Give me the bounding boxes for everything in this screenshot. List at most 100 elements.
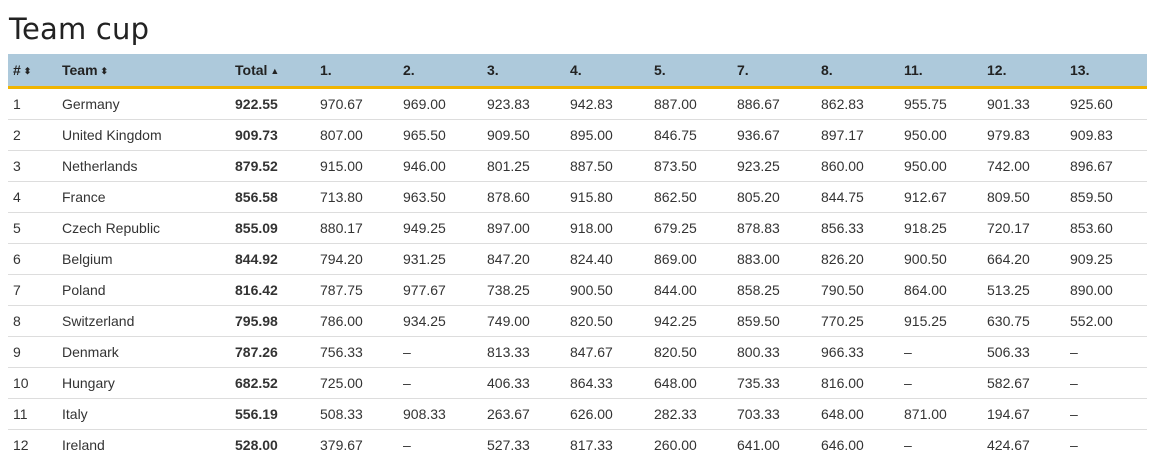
round-score-cell: 735.33 <box>732 367 816 399</box>
round-score-cell: 853.60 <box>1065 212 1147 244</box>
total-cell: 682.52 <box>230 367 315 399</box>
round-score-cell: 918.25 <box>899 212 982 244</box>
table-row: 11 Italy 556.19 508.33 908.33 263.67 626.00 282… <box>8 398 1147 430</box>
round-score-cell: 909.50 <box>482 119 565 151</box>
round-score-cell: 931.25 <box>398 243 482 275</box>
round-score-cell: 977.67 <box>398 274 482 306</box>
round-score-cell: 801.25 <box>482 150 565 182</box>
round-score-cell: 915.00 <box>315 150 398 182</box>
round-score-cell: 582.67 <box>982 367 1065 399</box>
round-score-cell: 263.67 <box>482 398 565 430</box>
round-score-cell: 807.00 <box>315 119 398 151</box>
round-score-cell: 858.25 <box>732 274 816 306</box>
round-score-cell: 805.20 <box>732 181 816 213</box>
sort-ascending-icon[interactable]: ▲ <box>270 66 280 76</box>
round-score-cell: 946.00 <box>398 150 482 182</box>
total-cell: 556.19 <box>230 398 315 430</box>
round-score-cell: 756.33 <box>315 336 398 368</box>
sort-icon[interactable]: ⬍ <box>100 66 109 76</box>
column-header-round: 7. <box>732 54 816 89</box>
round-score-cell: 955.75 <box>899 87 982 120</box>
column-header-round: 8. <box>816 54 899 89</box>
round-score-cell: – <box>1065 367 1147 399</box>
round-score-cell: 949.25 <box>398 212 482 244</box>
table-row: 6 Belgium 844.92 794.20 931.25 847.20 824.40 86… <box>8 243 1147 275</box>
rank-cell: 8 <box>8 305 57 337</box>
rank-cell: 9 <box>8 336 57 368</box>
round-score-cell: 820.50 <box>565 305 649 337</box>
column-header-rank[interactable]: # ⬍ <box>8 54 57 89</box>
team-name-cell: Hungary <box>57 367 230 399</box>
team-name-cell: Italy <box>57 398 230 430</box>
header-row: # ⬍ Team ⬍ Total ▲ 1. 2. 3. 4. 5. 7. 8. 11. 12. 13. <box>8 54 1147 89</box>
round-score-cell: 887.50 <box>565 150 649 182</box>
team-name-cell: Denmark <box>57 336 230 368</box>
round-score-cell: 979.83 <box>982 119 1065 151</box>
round-score-cell: 862.50 <box>649 181 732 213</box>
total-cell: 909.73 <box>230 119 315 151</box>
rank-cell: 2 <box>8 119 57 151</box>
round-score-cell: 918.00 <box>565 212 649 244</box>
round-score-cell: 713.80 <box>315 181 398 213</box>
round-score-cell: 738.25 <box>482 274 565 306</box>
table-row: 12 Ireland 528.00 379.67 – 527.33 817.33 260.00… <box>8 430 1147 461</box>
round-score-cell: 950.00 <box>899 150 982 182</box>
round-score-cell: 648.00 <box>816 398 899 430</box>
total-cell: 856.58 <box>230 181 315 213</box>
table-row: 2 United Kingdom 909.73 807.00 965.50 909.50 8… <box>8 119 1147 151</box>
round-score-cell: 552.00 <box>1065 305 1147 337</box>
round-score-cell: 846.75 <box>649 119 732 151</box>
round-score-cell: 923.83 <box>482 87 565 120</box>
sort-icon[interactable]: ⬍ <box>23 66 32 76</box>
round-score-cell: 786.00 <box>315 305 398 337</box>
round-score-cell: 862.83 <box>816 87 899 120</box>
round-score-cell: 864.33 <box>565 367 649 399</box>
round-score-cell: 883.00 <box>732 243 816 275</box>
column-header-round: 2. <box>398 54 482 89</box>
column-header-total[interactable]: Total ▲ <box>230 54 315 89</box>
table-row: 8 Switzerland 795.98 786.00 934.25 749.00 820.… <box>8 305 1147 337</box>
rank-cell: 11 <box>8 398 57 430</box>
round-score-cell: 936.67 <box>732 119 816 151</box>
round-score-cell: 626.00 <box>565 398 649 430</box>
round-score-cell: 664.20 <box>982 243 1065 275</box>
round-score-cell: 725.00 <box>315 367 398 399</box>
total-cell: 879.52 <box>230 150 315 182</box>
round-score-cell: 816.00 <box>816 367 899 399</box>
round-score-cell: 909.25 <box>1065 243 1147 275</box>
round-score-cell: 508.33 <box>315 398 398 430</box>
round-score-cell: 859.50 <box>1065 181 1147 213</box>
column-header-team[interactable]: Team ⬍ <box>57 54 230 89</box>
round-score-cell: 859.50 <box>732 305 816 337</box>
round-score-cell: 844.75 <box>816 181 899 213</box>
round-score-cell: 871.00 <box>899 398 982 430</box>
round-score-cell: 749.00 <box>482 305 565 337</box>
round-score-cell: 912.67 <box>899 181 982 213</box>
round-score-cell: 909.83 <box>1065 119 1147 151</box>
round-score-cell: 856.33 <box>816 212 899 244</box>
round-score-cell: 878.83 <box>732 212 816 244</box>
table-row: 3 Netherlands 879.52 915.00 946.00 801.25 887.… <box>8 150 1147 182</box>
team-name-cell: Czech Republic <box>57 212 230 244</box>
round-score-cell: – <box>1065 336 1147 368</box>
round-score-cell: 820.50 <box>649 336 732 368</box>
round-score-cell: 506.33 <box>982 336 1065 368</box>
round-score-cell: 424.67 <box>987 437 1030 453</box>
round-score-cell: 942.25 <box>649 305 732 337</box>
round-score-cell: 925.60 <box>1065 87 1147 120</box>
column-header-round: 13. <box>1065 54 1147 89</box>
table-row: 5 Czech Republic 855.09 880.17 949.25 897.00 9… <box>8 212 1147 244</box>
column-header-round: 11. <box>899 54 982 89</box>
round-score-cell: 965.50 <box>398 119 482 151</box>
round-score-cell: 847.20 <box>482 243 565 275</box>
round-score-cell: 880.17 <box>315 212 398 244</box>
total-cell: 844.92 <box>230 243 315 275</box>
round-score-cell: 794.20 <box>315 243 398 275</box>
total-cell: 787.26 <box>230 336 315 368</box>
round-score-cell: 813.33 <box>482 336 565 368</box>
team-name-cell: Belgium <box>57 243 230 275</box>
rank-cell: 5 <box>8 212 57 244</box>
round-score-cell: 900.50 <box>565 274 649 306</box>
round-score-cell: 641.00 <box>737 437 780 453</box>
team-name-cell: France <box>57 181 230 213</box>
